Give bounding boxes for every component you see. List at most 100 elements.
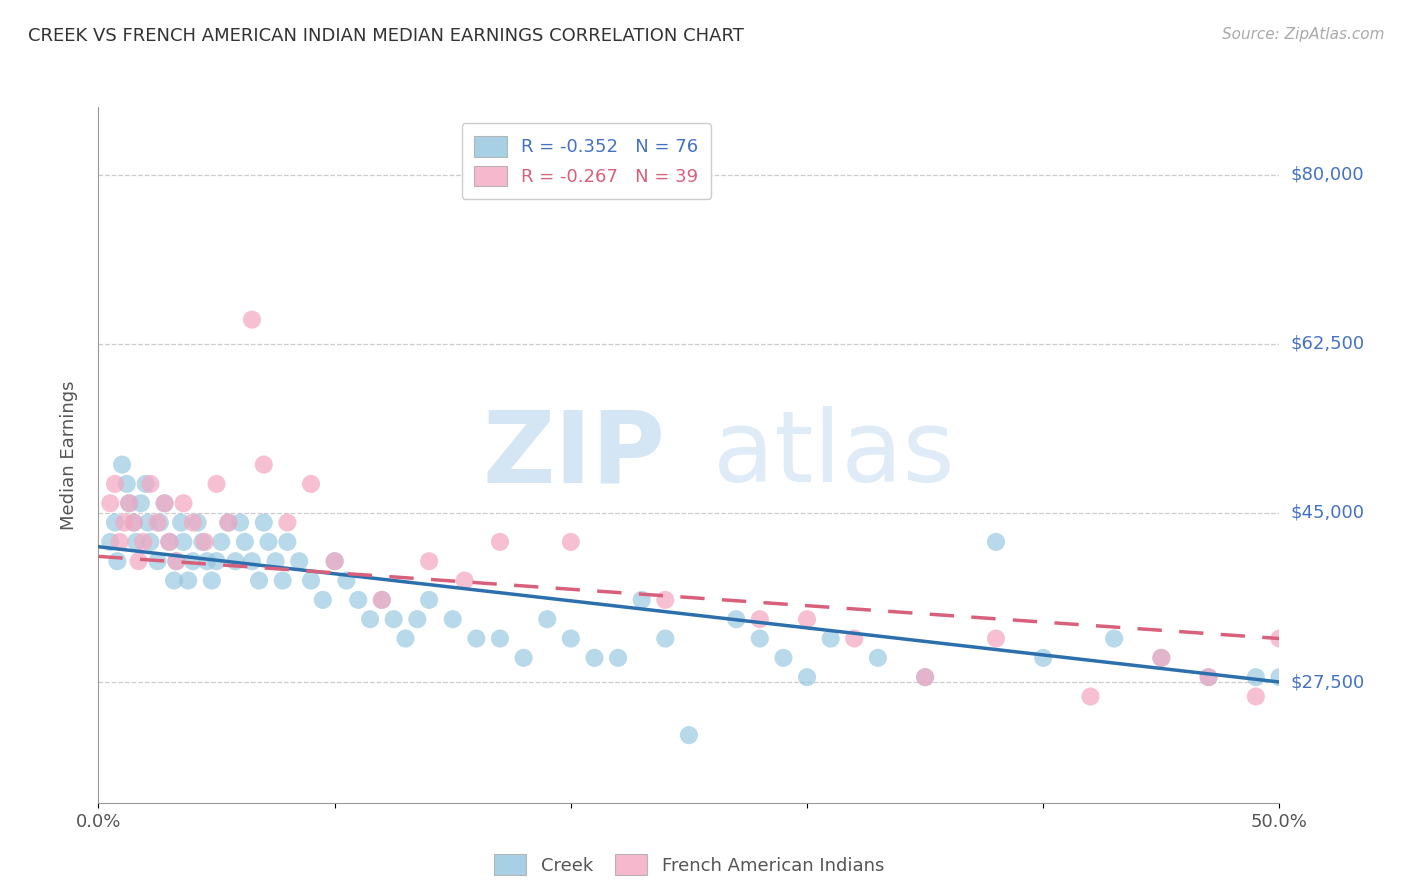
Point xyxy=(205,554,228,568)
Point xyxy=(796,670,818,684)
Point xyxy=(181,516,204,530)
Point xyxy=(104,516,127,530)
Point xyxy=(406,612,429,626)
Point xyxy=(112,516,135,530)
Point xyxy=(560,535,582,549)
Point xyxy=(98,496,121,510)
Point xyxy=(172,496,194,510)
Point xyxy=(984,535,1007,549)
Point xyxy=(335,574,357,588)
Point xyxy=(253,516,276,530)
Point xyxy=(512,651,534,665)
Point xyxy=(118,496,141,510)
Point xyxy=(382,612,405,626)
Text: $62,500: $62,500 xyxy=(1291,334,1365,353)
Text: $27,500: $27,500 xyxy=(1291,673,1365,691)
Point xyxy=(129,496,152,510)
Point xyxy=(157,535,180,549)
Point xyxy=(122,516,145,530)
Point xyxy=(1268,670,1291,684)
Point xyxy=(465,632,488,646)
Point xyxy=(654,592,676,607)
Point xyxy=(135,476,157,491)
Point xyxy=(914,670,936,684)
Point xyxy=(233,535,256,549)
Point xyxy=(1102,632,1125,646)
Text: $45,000: $45,000 xyxy=(1291,504,1365,522)
Point xyxy=(276,535,298,549)
Point xyxy=(489,535,512,549)
Point xyxy=(111,458,134,472)
Point xyxy=(209,535,232,549)
Point xyxy=(264,554,287,568)
Point xyxy=(217,516,239,530)
Point xyxy=(796,612,818,626)
Point xyxy=(139,476,162,491)
Point xyxy=(139,535,162,549)
Point xyxy=(678,728,700,742)
Point xyxy=(560,632,582,646)
Point xyxy=(163,574,186,588)
Point xyxy=(108,535,131,549)
Point xyxy=(1268,632,1291,646)
Point xyxy=(984,632,1007,646)
Point xyxy=(489,632,512,646)
Y-axis label: Median Earnings: Median Earnings xyxy=(59,380,77,530)
Point xyxy=(748,632,770,646)
Point xyxy=(165,554,187,568)
Point xyxy=(98,535,121,549)
Text: Source: ZipAtlas.com: Source: ZipAtlas.com xyxy=(1222,27,1385,42)
Point xyxy=(146,554,169,568)
Point xyxy=(195,554,218,568)
Point xyxy=(187,516,209,530)
Point xyxy=(165,554,187,568)
Point xyxy=(312,592,335,607)
Point xyxy=(299,476,322,491)
Point xyxy=(630,592,652,607)
Point xyxy=(253,458,276,472)
Point xyxy=(229,516,252,530)
Point xyxy=(276,516,298,530)
Legend: Creek, French American Indians: Creek, French American Indians xyxy=(481,841,897,888)
Point xyxy=(1080,690,1102,704)
Point xyxy=(820,632,842,646)
Point xyxy=(122,516,145,530)
Point xyxy=(583,651,606,665)
Point xyxy=(1150,651,1173,665)
Point xyxy=(257,535,280,549)
Point xyxy=(118,496,141,510)
Point xyxy=(170,516,193,530)
Point xyxy=(153,496,176,510)
Point xyxy=(654,632,676,646)
Point xyxy=(194,535,217,549)
Point xyxy=(1244,690,1267,704)
Point xyxy=(224,554,246,568)
Point xyxy=(1150,651,1173,665)
Point xyxy=(157,535,180,549)
Point xyxy=(441,612,464,626)
Point xyxy=(201,574,224,588)
Point xyxy=(394,632,416,646)
Point xyxy=(371,592,394,607)
Point xyxy=(1198,670,1220,684)
Point xyxy=(536,612,558,626)
Point xyxy=(914,670,936,684)
Point xyxy=(1032,651,1054,665)
Point xyxy=(153,496,176,510)
Point xyxy=(128,554,150,568)
Point xyxy=(240,312,263,326)
Point xyxy=(191,535,214,549)
Point xyxy=(607,651,630,665)
Point xyxy=(146,516,169,530)
Text: ZIP: ZIP xyxy=(482,407,665,503)
Point xyxy=(866,651,889,665)
Point xyxy=(217,516,239,530)
Point xyxy=(299,574,322,588)
Point xyxy=(105,554,128,568)
Point xyxy=(172,535,194,549)
Point xyxy=(418,592,440,607)
Point xyxy=(347,592,370,607)
Point xyxy=(240,554,263,568)
Point xyxy=(725,612,748,626)
Point xyxy=(359,612,381,626)
